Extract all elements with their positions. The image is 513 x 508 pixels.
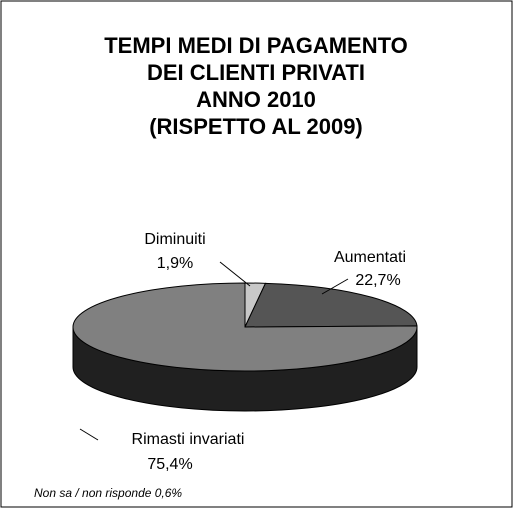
slice <box>72 282 418 372</box>
footnote: Non sa / non risponde 0,6% <box>34 486 182 500</box>
chart-title: (RISPETTO AL 2009) <box>149 114 363 139</box>
leader-line <box>219 261 251 287</box>
chart-title: ANNO 2010 <box>196 87 316 112</box>
pie <box>72 282 418 412</box>
slice <box>244 282 418 328</box>
value-label: 22,7% <box>355 272 400 289</box>
slice-label: Rimasti invariati <box>132 431 245 448</box>
value-label: 75,4% <box>147 456 192 473</box>
slice-label: Diminuiti <box>144 231 205 248</box>
leader-line <box>321 278 349 295</box>
chart-title: DEI CLIENTI PRIVATI <box>147 60 365 85</box>
value-label: 1,9% <box>157 255 193 272</box>
slice-label: Aumentati <box>334 249 406 266</box>
leader-line <box>79 428 99 441</box>
chart-title: TEMPI MEDI DI PAGAMENTO <box>104 33 408 58</box>
